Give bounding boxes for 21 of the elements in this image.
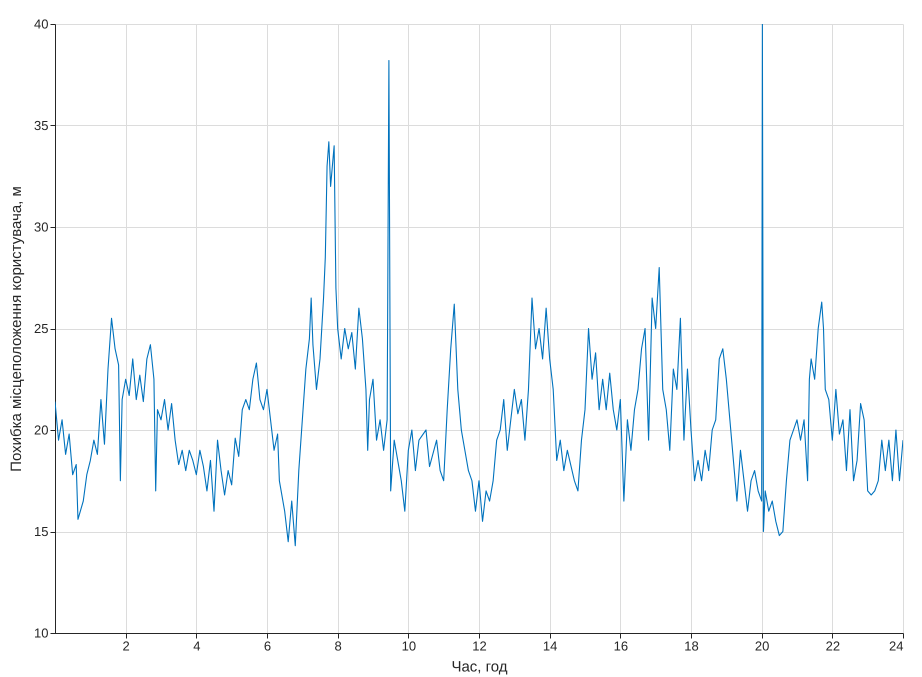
y-tick-label: 10 <box>34 626 48 640</box>
x-tick-label: 20 <box>754 638 770 654</box>
x-tick-label: 12 <box>472 638 487 654</box>
y-tick-label: 15 <box>34 524 48 539</box>
x-tick-label: 22 <box>826 638 840 654</box>
y-tick-label: 25 <box>34 321 48 336</box>
x-tick-label: 8 <box>334 638 342 654</box>
x-tick-label: 14 <box>542 638 558 654</box>
x-tick-label: 6 <box>264 638 272 654</box>
y-tick-label: 40 <box>34 16 48 32</box>
x-tick-label: 18 <box>684 638 699 654</box>
y-axis-title: Похибка місцеположення користувача, м <box>8 186 26 472</box>
y-tick-label: 35 <box>34 118 48 133</box>
x-tick-label: 2 <box>122 638 130 654</box>
x-tick-label: 24 <box>889 638 904 654</box>
x-tick-label: 10 <box>402 638 416 654</box>
y-tick-label: 20 <box>34 422 48 438</box>
x-tick-label: 16 <box>614 638 628 654</box>
x-tick-label: 4 <box>193 638 200 654</box>
x-axis-title: Час, год <box>451 658 508 676</box>
y-tick-label: 30 <box>34 220 48 234</box>
